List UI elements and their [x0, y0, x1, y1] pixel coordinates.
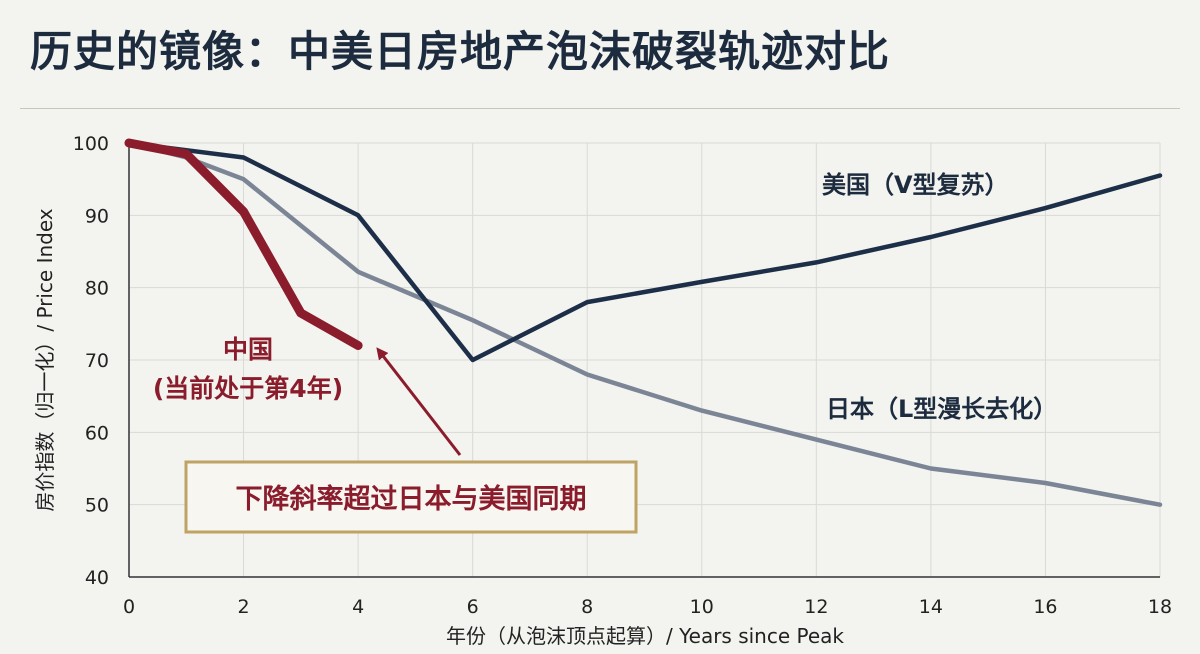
x-tick-label-0: 0 — [123, 596, 135, 618]
x-tick-label-10: 10 — [690, 596, 714, 618]
y-axis-label: 房价指数（归一化）/ Price Index — [33, 208, 57, 511]
y-tick-label-100: 100 — [73, 133, 109, 155]
x-tick-label-8: 8 — [581, 596, 593, 618]
callout-text: 下降斜率超过日本与美国同期 — [236, 483, 587, 515]
japan-series-label: 日本（L型漫长去化） — [826, 395, 1057, 423]
callout-box — [184, 460, 638, 534]
x-tick-label-4: 4 — [352, 596, 364, 618]
y-tick-label-90: 90 — [85, 205, 109, 227]
y-tick-label-70: 70 — [85, 350, 109, 372]
x-tick-label-18: 18 — [1148, 596, 1172, 618]
y-tick-label-50: 50 — [85, 495, 109, 517]
title-divider — [20, 108, 1180, 109]
china-series-label: 中国 — [223, 335, 273, 364]
x-tick-label-6: 6 — [467, 596, 479, 618]
callout-arrow — [376, 347, 462, 456]
x-tick-label-14: 14 — [919, 596, 943, 618]
y-tick-label-80: 80 — [85, 278, 109, 300]
page-title: 历史的镜像：中美日房地产泡沫破裂轨迹对比 — [30, 27, 891, 76]
china-series-sublabel: (当前处于第4年) — [153, 374, 343, 403]
x-tick-label-12: 12 — [804, 596, 828, 618]
y-tick-label-40: 40 — [85, 567, 109, 589]
x-tick-label-2: 2 — [238, 596, 250, 618]
x-tick-label-16: 16 — [1033, 596, 1057, 618]
y-tick-label-60: 60 — [85, 422, 109, 444]
x-axis-label: 年份（从泡沫顶点起算）/ Years since Peak — [446, 624, 844, 648]
usa-series-label: 美国（V型复苏） — [822, 171, 1009, 199]
